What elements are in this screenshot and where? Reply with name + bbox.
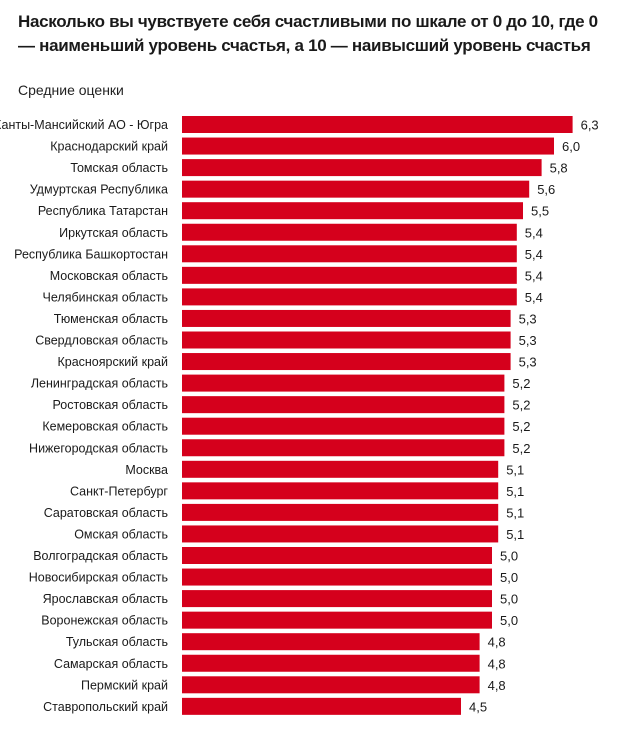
category-label: Саратовская область: [44, 506, 168, 520]
value-label: 5,5: [531, 204, 549, 219]
value-label: 5,1: [506, 527, 524, 542]
category-label: Новосибирская область: [29, 571, 168, 585]
value-label: 5,4: [525, 268, 543, 283]
value-label: 5,4: [525, 290, 543, 305]
bar: [182, 396, 505, 414]
bar: [182, 159, 542, 177]
category-label: Республика Татарстан: [38, 204, 168, 218]
bar: [182, 223, 517, 241]
bar: [182, 353, 511, 371]
value-label: 4,8: [488, 656, 506, 671]
value-label: 5,0: [500, 549, 518, 564]
value-label: 5,1: [506, 505, 524, 520]
value-label: 5,8: [550, 161, 568, 176]
value-label: 5,2: [512, 419, 530, 434]
bar: [182, 568, 492, 586]
value-label: 4,8: [488, 635, 506, 650]
bar: [182, 547, 492, 564]
category-label: Ханты-Мансийский АО - Югра: [0, 118, 168, 132]
chart-subtitle: Средние оценки: [18, 82, 124, 98]
category-label: Ростовская область: [53, 398, 169, 412]
bar: [182, 417, 505, 435]
value-label: 6,3: [581, 118, 599, 133]
category-label: Самарская область: [54, 657, 168, 671]
category-label: Ленинградская область: [31, 377, 168, 391]
value-label: 4,5: [469, 699, 487, 714]
category-label: Пермский край: [81, 678, 168, 692]
category-label: Ярославская область: [43, 592, 168, 606]
bar: [182, 590, 492, 608]
category-label: Краснодарский край: [50, 140, 168, 154]
category-label: Челябинская область: [43, 290, 168, 304]
category-label: Санкт-Петербург: [70, 484, 168, 498]
bar: [182, 611, 492, 629]
bar: [182, 266, 517, 284]
value-label: 5,3: [519, 333, 537, 348]
value-label: 5,3: [519, 355, 537, 370]
category-label: Иркутская область: [59, 226, 168, 240]
category-label: Воронежская область: [41, 614, 168, 628]
category-label: Московская область: [50, 269, 168, 283]
bar: [182, 202, 523, 220]
bar: [182, 309, 511, 327]
category-label: Москва: [125, 463, 168, 477]
bar: [182, 503, 499, 521]
bar: [182, 633, 480, 651]
category-label: Ставропольский край: [43, 700, 168, 714]
value-label: 4,8: [488, 678, 506, 693]
bar: [182, 439, 505, 457]
value-label: 5,4: [525, 225, 543, 240]
bar: [182, 331, 511, 349]
category-label: Красноярский край: [57, 355, 168, 369]
value-label: 5,2: [512, 441, 530, 456]
value-label: 5,0: [500, 570, 518, 585]
category-label: Удмуртская Республика: [30, 183, 168, 197]
bar: [182, 460, 499, 478]
category-label: Кемеровская область: [42, 420, 168, 434]
bar: [182, 245, 517, 263]
category-label: Омская область: [74, 527, 168, 541]
value-label: 5,0: [500, 592, 518, 607]
bar: [182, 288, 517, 306]
value-label: 6,0: [562, 139, 580, 154]
category-label: Волгоградская область: [33, 549, 168, 563]
category-label: Тюменская область: [54, 312, 168, 326]
value-label: 5,4: [525, 247, 543, 262]
value-label: 5,2: [512, 398, 530, 413]
bar: [182, 654, 480, 672]
bar: [182, 697, 461, 715]
value-label: 5,2: [512, 376, 530, 391]
bar: [182, 525, 499, 543]
value-label: 5,0: [500, 613, 518, 628]
value-label: 5,6: [537, 182, 555, 197]
category-label: Нижегородская область: [29, 441, 168, 455]
value-label: 5,1: [506, 462, 524, 477]
bar: [182, 137, 554, 155]
value-label: 5,1: [506, 484, 524, 499]
chart-title: Насколько вы чувствуете себя счастливыми…: [18, 12, 598, 55]
category-label: Томская область: [70, 161, 168, 175]
bar: [182, 374, 505, 392]
bar: [182, 180, 530, 198]
bar: [182, 482, 499, 500]
value-label: 5,3: [519, 311, 537, 326]
category-label: Тульская область: [66, 635, 168, 649]
category-label: Свердловская область: [35, 334, 168, 348]
bar: [182, 676, 480, 694]
category-label: Республика Башкортостан: [14, 247, 168, 261]
bar: [182, 116, 573, 133]
